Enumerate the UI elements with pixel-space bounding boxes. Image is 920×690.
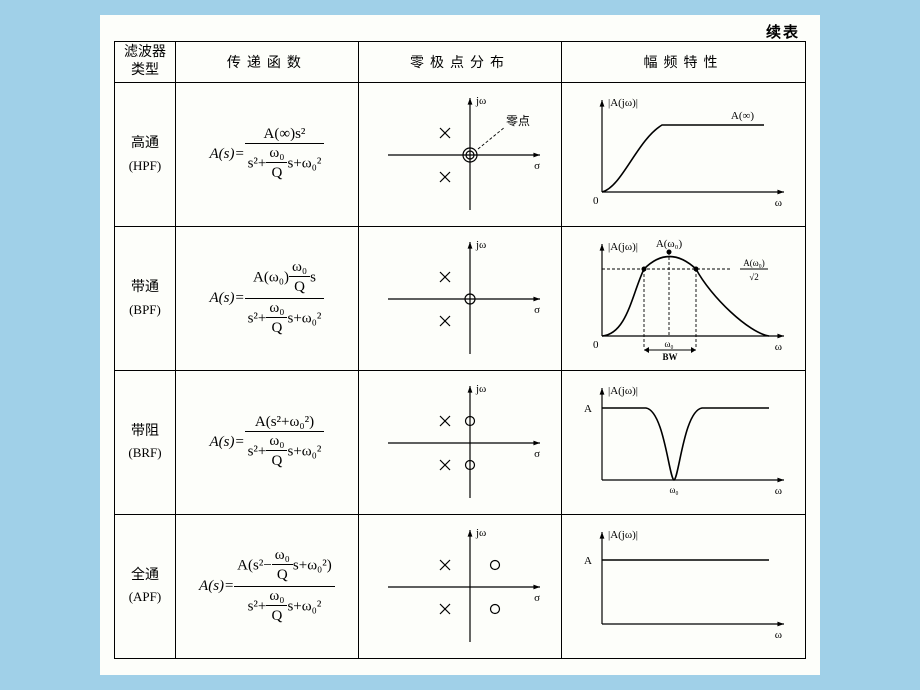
svg-text:A: A bbox=[584, 555, 592, 567]
pole-zero-cell: jω σ bbox=[358, 227, 561, 371]
svg-text:A(ω₀): A(ω₀) bbox=[743, 258, 765, 268]
svg-text:|A(jω)|: |A(jω)| bbox=[608, 241, 638, 253]
svg-text:ω₀: ω₀ bbox=[669, 485, 678, 495]
type-cell: 带阻(BRF) bbox=[115, 371, 176, 515]
svg-text:ω: ω bbox=[774, 485, 781, 497]
svg-text:|A(jω)|: |A(jω)| bbox=[608, 385, 638, 397]
type-cell: 全通(APF) bbox=[115, 515, 176, 659]
hdr-tf: 传递函数 bbox=[175, 42, 358, 83]
svg-text:ω: ω bbox=[774, 197, 781, 209]
magnitude-cell: |A(jω)| ω Aω₀ bbox=[562, 371, 806, 515]
magnitude-cell: |A(jω)| ω 0 A(∞) bbox=[562, 83, 806, 227]
svg-text:σ: σ bbox=[534, 592, 540, 604]
svg-text:√2: √2 bbox=[749, 272, 758, 282]
type-cell: 高通(HPF) bbox=[115, 83, 176, 227]
svg-text:jω: jω bbox=[475, 383, 486, 395]
svg-text:σ: σ bbox=[534, 160, 540, 172]
svg-text:jω: jω bbox=[475, 527, 486, 539]
pole-zero-cell: jω σ 零点 bbox=[358, 83, 561, 227]
paper-sheet: 续表 滤波器类型 传递函数 零极点分布 幅频特性 高通(HPF)A(s)=A(∞… bbox=[100, 15, 820, 675]
svg-text:A(ω₀): A(ω₀) bbox=[655, 238, 682, 250]
hdr-type: 滤波器类型 bbox=[115, 42, 176, 83]
table-row: 全通(APF)A(s)=A(s²−ω₀Qs+ω₀²)s²+ω₀Qs+ω₀² jω σ… bbox=[115, 515, 806, 659]
table-row: 带阻(BRF)A(s)=A(s²+ω₀²)s²+ω₀Qs+ω₀² jω σ |A(jω… bbox=[115, 371, 806, 515]
svg-text:0: 0 bbox=[593, 195, 599, 207]
magnitude-cell: |A(jω)| ω A bbox=[562, 515, 806, 659]
transfer-function-cell: A(s)=A(ω₀)ω₀Qss²+ω₀Qs+ω₀² bbox=[175, 227, 358, 371]
svg-text:σ: σ bbox=[534, 448, 540, 460]
svg-text:|A(jω)|: |A(jω)| bbox=[608, 529, 638, 541]
svg-text:jω: jω bbox=[475, 239, 486, 251]
pole-zero-cell: jω σ bbox=[358, 515, 561, 659]
svg-text:A(∞): A(∞) bbox=[730, 110, 753, 122]
svg-text:ω₀: ω₀ bbox=[664, 339, 673, 349]
svg-text:σ: σ bbox=[534, 304, 540, 316]
svg-text:零点: 零点 bbox=[506, 114, 530, 128]
svg-text:0: 0 bbox=[593, 339, 599, 351]
svg-text:BW: BW bbox=[662, 352, 677, 362]
pole-zero-cell: jω σ bbox=[358, 371, 561, 515]
header-row: 滤波器类型 传递函数 零极点分布 幅频特性 bbox=[115, 42, 806, 83]
continued-label: 续表 bbox=[766, 21, 800, 42]
svg-text:|A(jω)|: |A(jω)| bbox=[608, 97, 638, 109]
transfer-function-cell: A(s)=A(s²+ω₀²)s²+ω₀Qs+ω₀² bbox=[175, 371, 358, 515]
svg-text:A: A bbox=[584, 403, 592, 415]
hdr-mag: 幅频特性 bbox=[562, 42, 806, 83]
svg-text:jω: jω bbox=[475, 95, 486, 107]
type-cell: 带通(BPF) bbox=[115, 227, 176, 371]
transfer-function-cell: A(s)=A(∞)s²s²+ω₀Qs+ω₀² bbox=[175, 83, 358, 227]
magnitude-cell: |A(jω)| ω 0 A(ω₀) ω₀ BW A(ω₀) √2 bbox=[562, 227, 806, 371]
transfer-function-cell: A(s)=A(s²−ω₀Qs+ω₀²)s²+ω₀Qs+ω₀² bbox=[175, 515, 358, 659]
svg-text:ω: ω bbox=[774, 341, 781, 353]
table-row: 高通(HPF)A(s)=A(∞)s²s²+ω₀Qs+ω₀² jω σ 零点 |A(jω)… bbox=[115, 83, 806, 227]
filter-table: 滤波器类型 传递函数 零极点分布 幅频特性 高通(HPF)A(s)=A(∞)s²… bbox=[114, 41, 806, 659]
hdr-pz: 零极点分布 bbox=[358, 42, 561, 83]
table-row: 带通(BPF)A(s)=A(ω₀)ω₀Qss²+ω₀Qs+ω₀² jω σ |A(jω… bbox=[115, 227, 806, 371]
svg-text:ω: ω bbox=[774, 629, 781, 641]
